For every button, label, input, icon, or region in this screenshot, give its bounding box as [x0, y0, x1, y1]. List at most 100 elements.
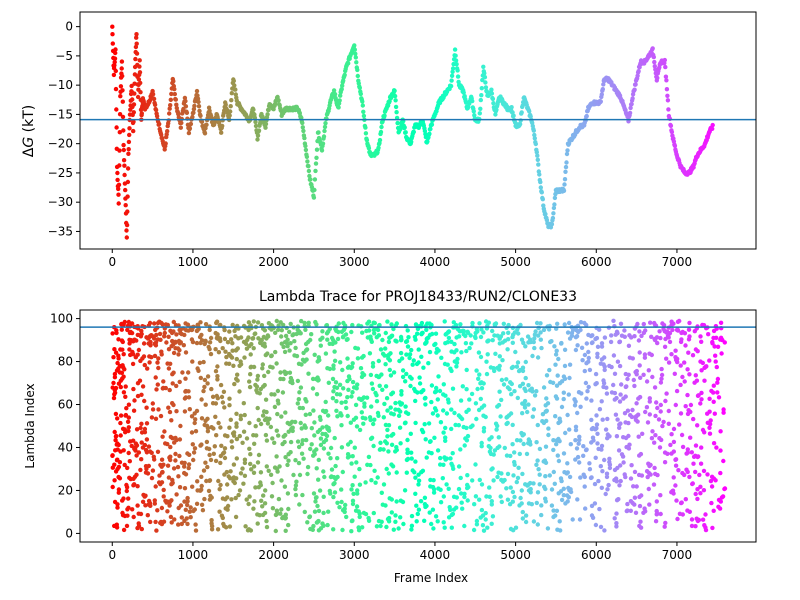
lambda-point: [522, 405, 528, 410]
lambda-point: [179, 521, 184, 527]
delta-g-point: [358, 91, 363, 97]
lambda-point: [515, 395, 520, 401]
lambda-point: [594, 422, 600, 427]
lambda-point: [152, 321, 157, 326]
lambda-point: [413, 398, 418, 404]
lambda-point: [119, 327, 125, 332]
lambda-point: [287, 329, 292, 335]
lambda-point: [290, 333, 295, 338]
lambda-point: [417, 381, 423, 386]
delta-g-point: [720, 0, 724, 2]
lambda-point: [553, 513, 558, 518]
delta-g-point: [360, 103, 365, 108]
lambda-point: [446, 335, 452, 341]
lambda-point: [367, 351, 373, 356]
lambda-point: [589, 417, 594, 423]
delta-g-point: [305, 159, 310, 164]
lambda-point: [183, 395, 188, 400]
lambda-point: [255, 405, 260, 411]
delta-g-point: [664, 87, 670, 92]
lambda-point: [115, 505, 120, 510]
lambda-point: [632, 469, 638, 475]
lambda-point: [627, 333, 632, 338]
lambda-point: [316, 508, 322, 514]
lambda-point: [281, 344, 286, 350]
lambda-point: [214, 433, 219, 438]
lambda-point: [537, 482, 542, 487]
lambda-point: [183, 389, 188, 394]
lambda-point: [587, 367, 593, 373]
lambda-point: [505, 347, 510, 352]
lambda-point: [599, 399, 604, 404]
lambda-point: [715, 380, 720, 385]
lambda-point: [137, 378, 143, 383]
lambda-point: [589, 475, 594, 480]
lambda-point: [200, 508, 206, 513]
lambda-point: [306, 320, 311, 325]
delta-g-point: [466, 104, 471, 110]
lambda-point: [522, 386, 527, 391]
lambda-point: [346, 387, 351, 392]
lambda-point: [413, 491, 418, 496]
lambda-y-tick-label: 80: [58, 355, 73, 369]
delta-g-point: [403, 130, 408, 135]
lambda-point: [656, 417, 662, 422]
lambda-point: [642, 506, 647, 511]
lambda-point: [252, 331, 257, 337]
delta-g-point: [663, 64, 668, 70]
lambda-point: [307, 411, 313, 417]
lambda-point: [125, 465, 130, 471]
lambda-point: [685, 450, 690, 455]
lambda-point: [310, 386, 316, 391]
lambda-point: [254, 388, 259, 393]
lambda-point: [385, 516, 391, 522]
delta-g-point: [352, 47, 357, 52]
lambda-point: [192, 446, 198, 451]
lambda-point: [662, 524, 667, 529]
lambda-point: [713, 359, 718, 364]
lambda-point: [618, 463, 623, 468]
lambda-point: [659, 366, 664, 372]
delta-g-point: [307, 173, 312, 179]
lambda-point: [470, 478, 475, 483]
lambda-point: [404, 352, 409, 357]
lambda-point: [628, 476, 634, 481]
lambda-point: [702, 523, 707, 528]
delta-g-point: [136, 77, 142, 82]
delta-g-point: [321, 134, 327, 139]
lambda-point: [432, 435, 437, 440]
lambda-point: [360, 330, 365, 335]
delta-g-point: [112, 59, 117, 65]
lambda-point: [189, 430, 195, 435]
lambda-point: [238, 359, 243, 364]
lambda-point: [514, 438, 520, 443]
lambda-point: [547, 367, 552, 373]
lambda-point: [265, 351, 270, 356]
lambda-point: [570, 517, 575, 522]
lambda-point: [168, 434, 173, 440]
lambda-point: [318, 337, 323, 342]
lambda-point: [391, 370, 397, 375]
lambda-point: [465, 433, 471, 439]
lambda-point: [445, 362, 450, 367]
lambda-point: [664, 391, 669, 396]
delta-g-point: [627, 110, 633, 116]
delta-g-point: [535, 153, 540, 158]
lambda-point: [254, 433, 259, 438]
lambda-point: [199, 483, 204, 489]
lambda-point: [573, 424, 579, 429]
lambda-point: [523, 344, 528, 349]
delta-g-point: [663, 74, 669, 79]
lambda-point: [251, 506, 256, 511]
lambda-point: [335, 414, 340, 419]
lambda-point: [249, 467, 254, 472]
lambda-point: [474, 368, 479, 373]
lambda-point: [237, 389, 242, 394]
lambda-point: [599, 485, 604, 490]
lambda-point: [413, 459, 418, 464]
delta-g-x-tick-label: 4000: [420, 255, 451, 269]
lambda-point: [595, 344, 601, 349]
lambda-point: [183, 350, 189, 355]
lambda-point: [359, 374, 365, 380]
lambda-point: [381, 482, 387, 487]
